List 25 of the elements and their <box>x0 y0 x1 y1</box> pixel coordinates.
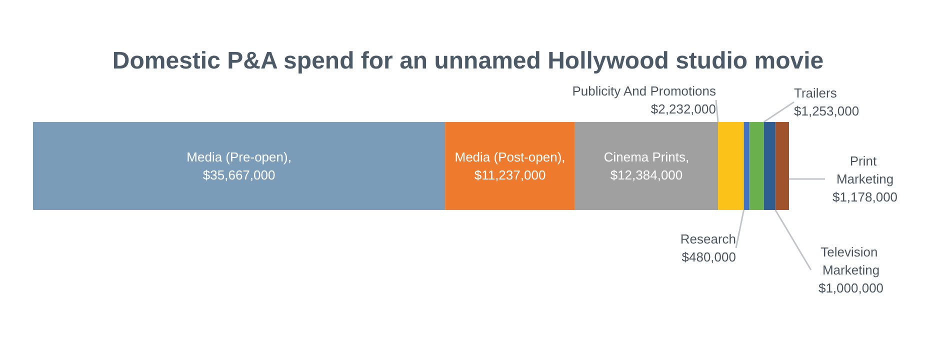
text: Television Marketing <box>820 244 882 278</box>
series-label: Cinema Prints, <box>604 150 690 164</box>
bar <box>744 122 750 210</box>
chart-title: Domestic P&A spend for an unnamed Hollywood studio movie <box>112 48 824 74</box>
series-label: Research <box>680 232 736 246</box>
text: Trailers <box>794 86 838 100</box>
data-label: $12,384,000 <box>610 168 683 182</box>
data-label: $1,000,000 <box>818 280 884 296</box>
series-label: Media (Pre-open), <box>186 150 292 164</box>
text: Print Marketing <box>836 154 894 186</box>
data-label: $480,000 <box>682 250 736 264</box>
bar <box>775 122 789 210</box>
bar <box>574 122 718 210</box>
bar <box>33 122 446 210</box>
data-label: $1,253,000 <box>794 104 860 118</box>
series-label: Publicity And Promotions <box>572 84 716 98</box>
bar <box>445 122 575 210</box>
bar <box>718 122 744 210</box>
data-label: $11,237,000 <box>474 168 546 182</box>
bar <box>764 122 776 210</box>
data-label: $2,232,000 <box>650 102 716 116</box>
bar <box>749 122 764 210</box>
series-label: Media (Post-open), <box>454 150 566 164</box>
data-label: $35,667,000 <box>202 168 276 182</box>
data-label: $1,178,000 <box>832 190 898 204</box>
